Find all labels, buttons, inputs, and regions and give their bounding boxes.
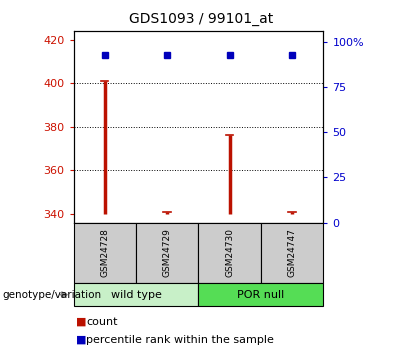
Text: wild type: wild type <box>110 290 161 299</box>
Text: GSM24730: GSM24730 <box>225 228 234 277</box>
Text: ■: ■ <box>76 317 86 327</box>
Text: percentile rank within the sample: percentile rank within the sample <box>86 335 274 345</box>
Text: GDS1093 / 99101_at: GDS1093 / 99101_at <box>129 12 273 26</box>
Text: GSM24747: GSM24747 <box>288 228 297 277</box>
Text: GSM24728: GSM24728 <box>100 228 109 277</box>
Text: GSM24729: GSM24729 <box>163 228 172 277</box>
Text: count: count <box>86 317 118 327</box>
Text: POR null: POR null <box>237 290 285 299</box>
Text: ■: ■ <box>76 335 86 345</box>
Text: genotype/variation: genotype/variation <box>2 290 101 299</box>
